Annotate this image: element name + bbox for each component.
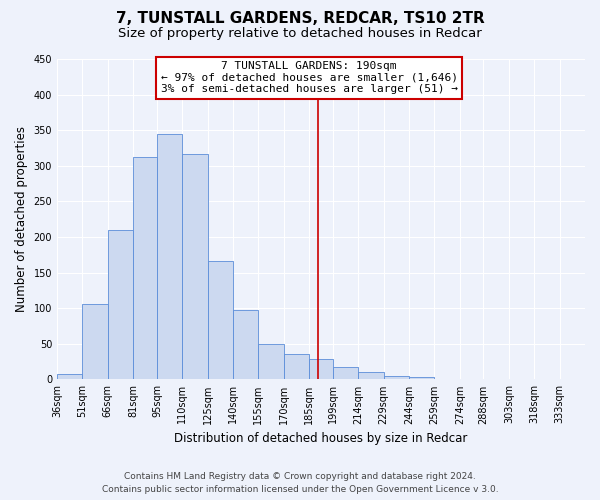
X-axis label: Distribution of detached houses by size in Redcar: Distribution of detached houses by size … (175, 432, 468, 445)
Bar (157, 134, 182, 380)
Bar (284, 354, 309, 380)
Bar (434, 378, 460, 380)
Bar (333, 366, 358, 380)
Bar (233, 310, 259, 380)
Bar (383, 376, 409, 380)
Bar (182, 154, 208, 380)
Bar (460, 378, 484, 380)
Bar (358, 372, 383, 380)
Text: Size of property relative to detached houses in Redcar: Size of property relative to detached ho… (118, 28, 482, 40)
Bar (259, 344, 284, 380)
Bar (57, 374, 82, 380)
Text: 7 TUNSTALL GARDENS: 190sqm
← 97% of detached houses are smaller (1,646)
3% of se: 7 TUNSTALL GARDENS: 190sqm ← 97% of deta… (161, 61, 458, 94)
Text: Contains HM Land Registry data © Crown copyright and database right 2024.
Contai: Contains HM Land Registry data © Crown c… (101, 472, 499, 494)
Bar (82, 304, 108, 380)
Bar (208, 261, 233, 380)
Bar (133, 156, 157, 380)
Bar (108, 230, 133, 380)
Bar (409, 378, 434, 380)
Y-axis label: Number of detached properties: Number of detached properties (15, 126, 28, 312)
Text: 7, TUNSTALL GARDENS, REDCAR, TS10 2TR: 7, TUNSTALL GARDENS, REDCAR, TS10 2TR (116, 11, 484, 26)
Bar (309, 359, 333, 380)
